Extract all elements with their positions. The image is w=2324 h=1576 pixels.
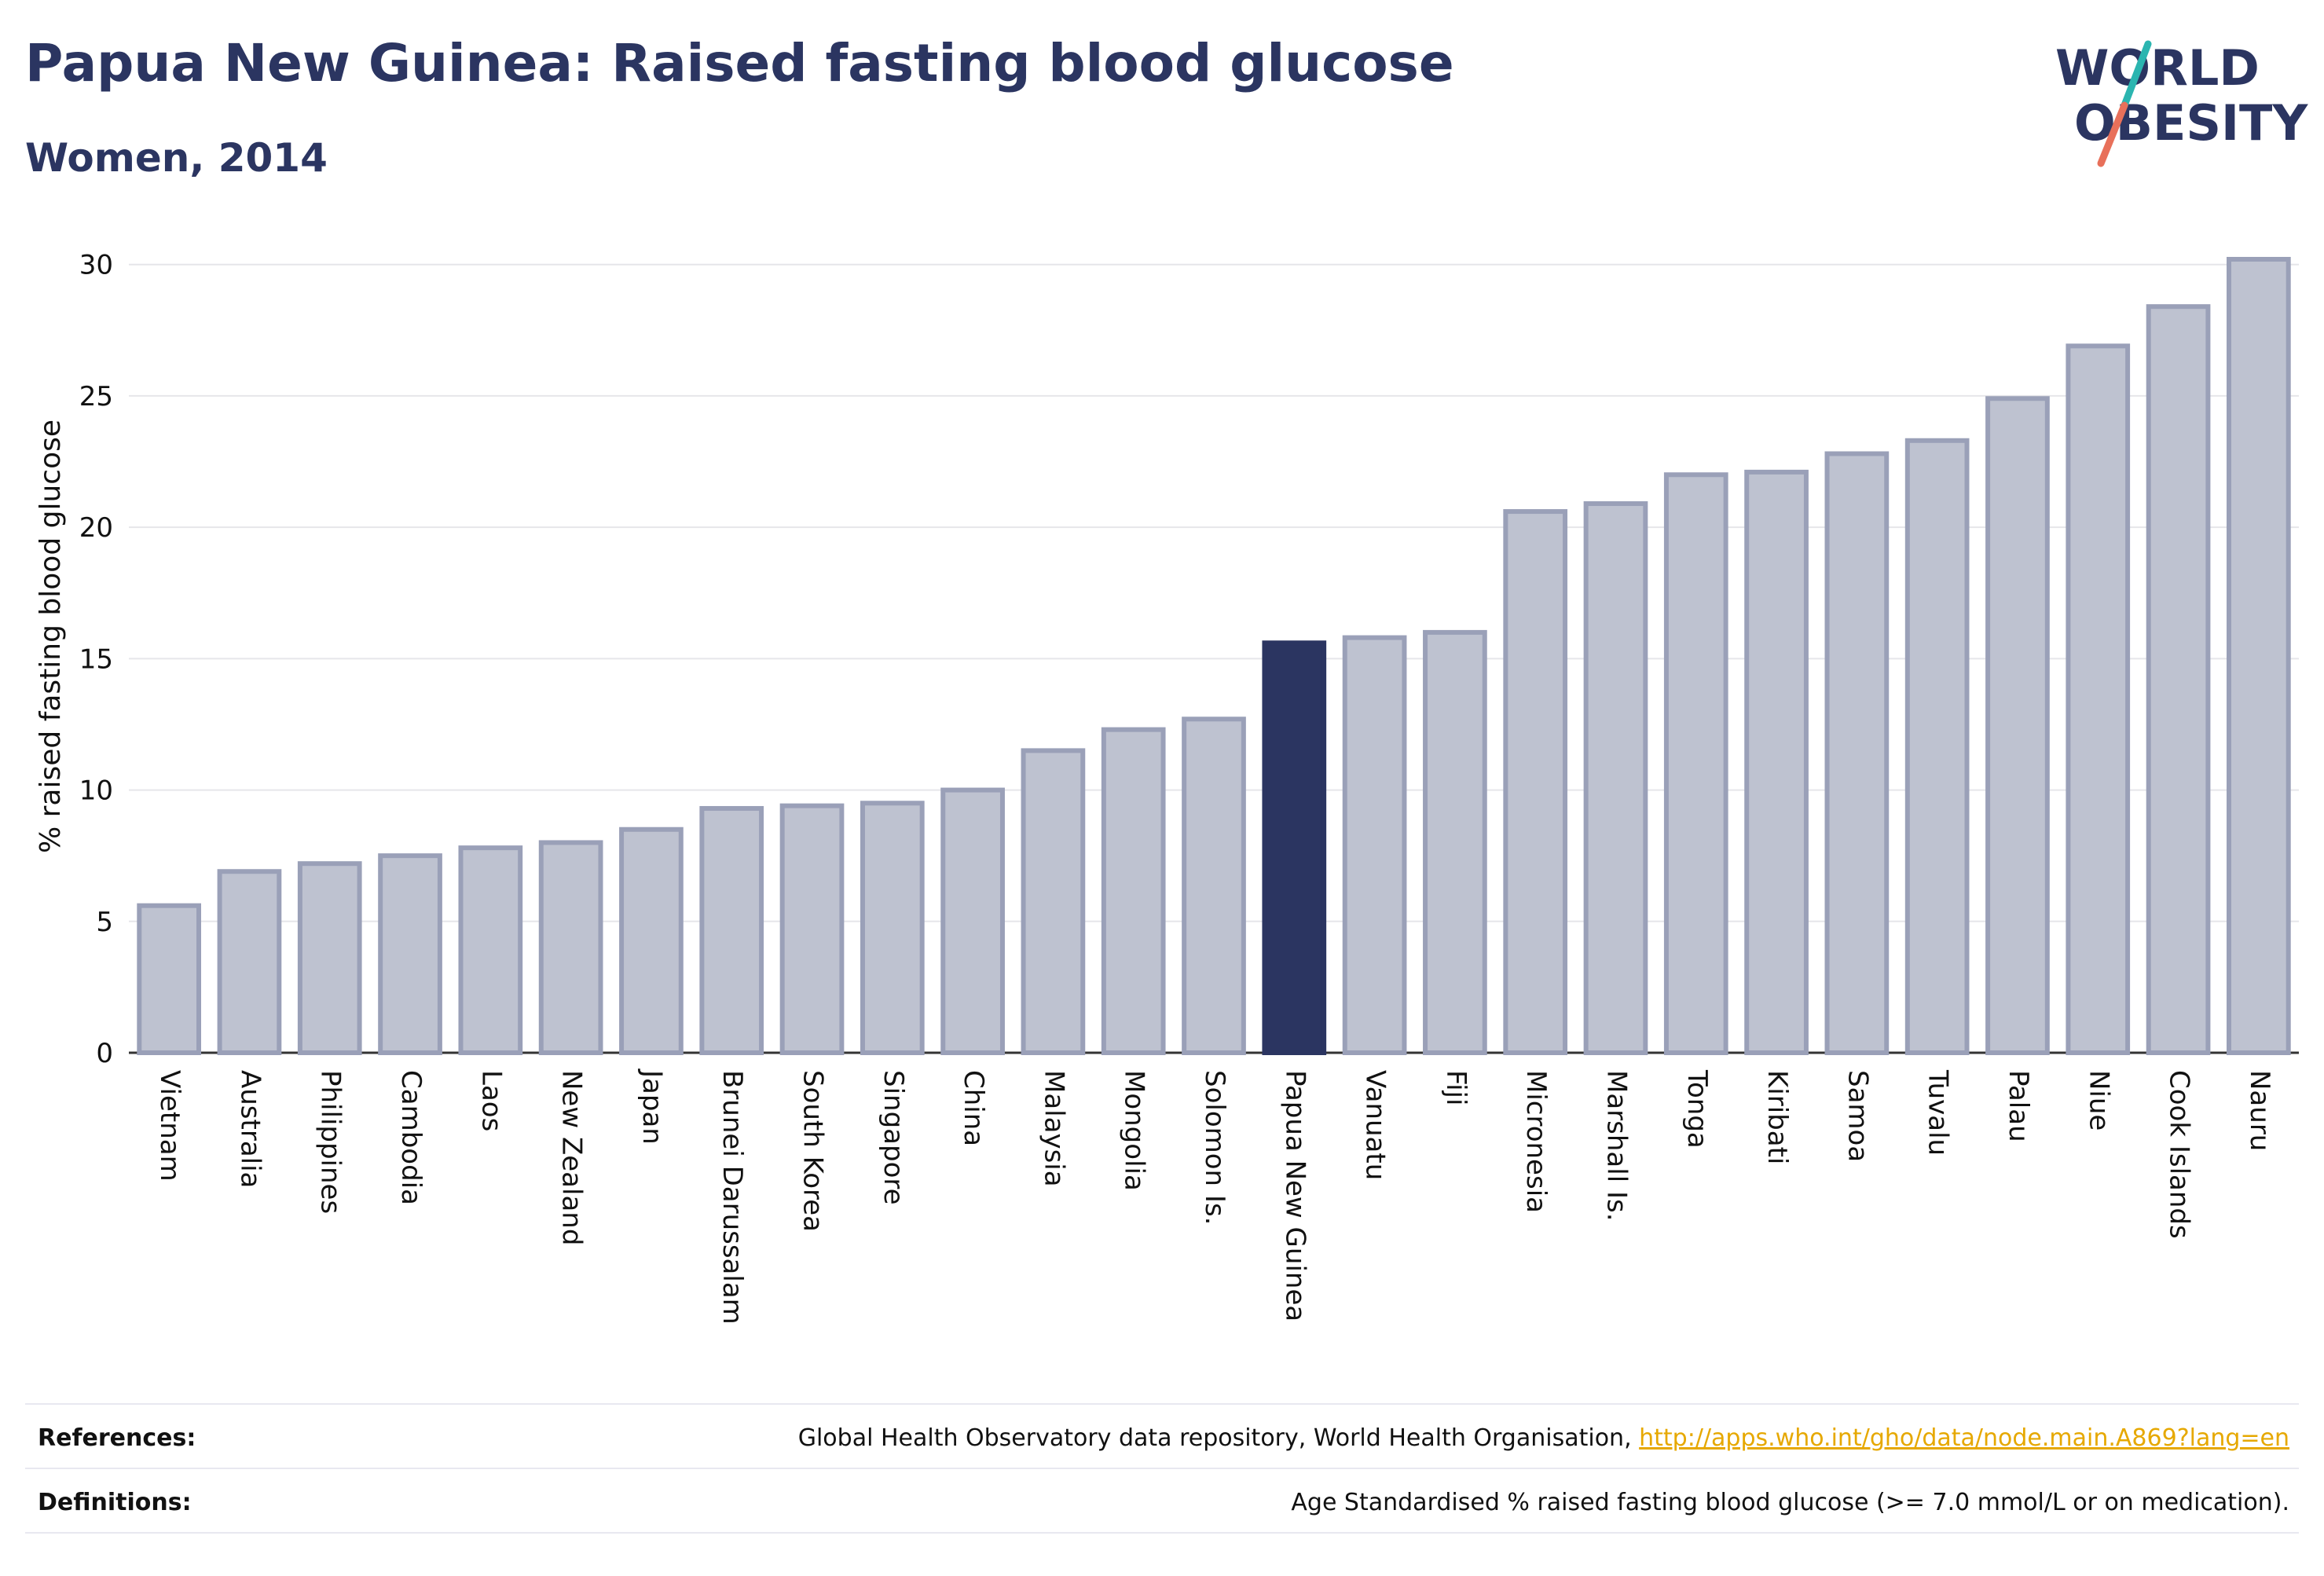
y-tick-label: 25 — [79, 381, 113, 412]
bar-chart: 0 5 10 15 20 25 30 Vietnam Australia Philippines… — [35, 250, 2299, 1325]
logo-slash-coral — [2097, 101, 2128, 167]
bar-nauru — [2227, 257, 2291, 1055]
bar-fiji — [1423, 629, 1487, 1055]
bar-cook-islands — [2146, 304, 2211, 1055]
world-obesity-logo: WORLD OBESITY — [2055, 39, 2308, 167]
bar-china — [940, 787, 1005, 1055]
x-tick-label: Singapore — [878, 1070, 909, 1205]
x-tick-label: South Korea — [797, 1070, 829, 1232]
references-label: References: — [38, 1424, 196, 1452]
definitions-label: Definitions: — [38, 1489, 192, 1516]
x-tick-label: New Zealand — [556, 1070, 588, 1245]
x-axis-ticks: Vietnam Australia Philippines Cambodia Laos N… — [154, 1068, 2275, 1325]
y-tick-label: 10 — [79, 775, 113, 807]
bar-kiribati — [1744, 469, 1809, 1055]
chart-title: Papua New Guinea: Raised fasting blood g… — [25, 33, 1454, 93]
bar-mongolia — [1101, 727, 1166, 1055]
x-tick-label: Kiribati — [1761, 1070, 1793, 1164]
x-tick-label: China — [958, 1070, 989, 1146]
y-tick-label: 5 — [96, 907, 113, 938]
bar-south-korea — [779, 803, 845, 1055]
x-tick-label: Papua New Guinea — [1279, 1070, 1310, 1321]
x-tick-label: Marshall Is. — [1600, 1070, 1632, 1222]
x-tick-label: Niue — [2083, 1070, 2114, 1131]
footer-divider-bottom — [25, 1532, 2299, 1534]
y-axis-ticks: 0 5 10 15 20 25 30 — [79, 250, 113, 1069]
bar-australia — [217, 869, 282, 1055]
y-tick-label: 0 — [96, 1038, 113, 1069]
x-tick-label: Japan — [636, 1068, 668, 1145]
x-tick-label: Solomon Is. — [1199, 1070, 1230, 1225]
bars — [137, 257, 2291, 1056]
y-axis-label: % raised fasting blood glucose — [35, 420, 67, 853]
x-tick-label: Vanuatu — [1360, 1070, 1391, 1180]
x-tick-label: Australia — [234, 1070, 266, 1188]
bar-solomon-is — [1182, 717, 1246, 1055]
x-tick-label: Palau — [2003, 1070, 2034, 1142]
y-tick-label: 20 — [79, 512, 113, 544]
x-tick-label: Vietnam — [154, 1070, 185, 1182]
x-tick-label: Micronesia — [1520, 1070, 1552, 1213]
bar-palau — [1985, 396, 2050, 1055]
x-tick-label: Fiji — [1440, 1070, 1472, 1105]
x-tick-label: Philippines — [315, 1070, 346, 1214]
footer-divider-top — [25, 1403, 2299, 1405]
x-tick-label: Malaysia — [1038, 1070, 1069, 1187]
bar-niue — [2066, 343, 2131, 1055]
y-tick-label: 30 — [79, 250, 113, 281]
bar-malaysia — [1021, 748, 1086, 1055]
bar-tonga — [1663, 472, 1728, 1055]
bar-papua-new-guinea — [1262, 640, 1327, 1055]
logo-word-world: WORLD — [2055, 39, 2260, 97]
bar-japan — [619, 826, 684, 1056]
bar-laos — [458, 845, 523, 1055]
bar-cambodia — [378, 853, 442, 1056]
x-tick-label: Laos — [475, 1070, 507, 1131]
references-source: Global Health Observatory data repositor… — [797, 1424, 1640, 1452]
bar-tuvalu — [1904, 438, 1970, 1055]
bar-singapore — [860, 801, 925, 1056]
x-tick-label: Tonga — [1681, 1069, 1713, 1149]
definitions-text: Age Standardised % raised fasting blood … — [1291, 1489, 2289, 1516]
bar-philippines — [297, 861, 362, 1056]
x-tick-label: Nauru — [2244, 1070, 2275, 1151]
x-tick-label: Tuvalu — [1923, 1069, 1954, 1156]
x-tick-label: Samoa — [1842, 1070, 1873, 1162]
footer-divider-middle — [25, 1468, 2299, 1469]
x-tick-label: Cambodia — [395, 1070, 427, 1205]
logo-slash-teal — [2121, 40, 2152, 109]
bar-vanuatu — [1342, 635, 1407, 1055]
bar-samoa — [1824, 451, 1890, 1055]
bar-brunei-darussalam — [699, 805, 764, 1055]
x-tick-label: Cook Islands — [2164, 1070, 2195, 1239]
x-tick-label: Brunei Darussalam — [717, 1070, 748, 1325]
bar-marshall-is — [1583, 501, 1648, 1055]
bar-new-zealand — [538, 840, 603, 1055]
bar-micronesia — [1503, 509, 1568, 1055]
references-link[interactable]: http://apps.who.int/gho/data/node.main.A… — [1639, 1424, 2289, 1452]
y-tick-label: 15 — [79, 643, 113, 675]
x-tick-label: Mongolia — [1119, 1070, 1150, 1191]
references-text: Global Health Observatory data repositor… — [798, 1424, 2289, 1452]
bar-vietnam — [137, 903, 201, 1055]
chart-subtitle: Women, 2014 — [25, 135, 328, 181]
